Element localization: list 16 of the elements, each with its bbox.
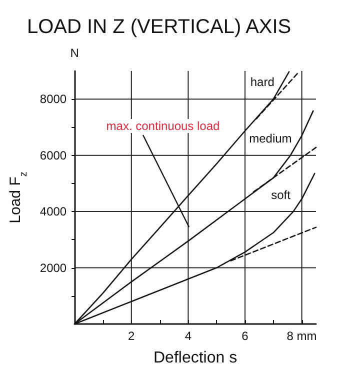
annotation: max. continuous load xyxy=(106,119,220,133)
x-tick-label: 8 mm xyxy=(286,329,317,343)
y-tick-label: 2000 xyxy=(40,260,67,275)
y-axis-title: Load Fz xyxy=(7,172,30,224)
x-tick-label: 4 xyxy=(184,329,192,343)
y-tick-label: 4000 xyxy=(40,204,67,219)
y-tick-label: 8000 xyxy=(40,92,67,106)
x-tick-label: 2 xyxy=(128,329,136,343)
x-tick-label: 6 xyxy=(242,329,249,343)
series-label: medium xyxy=(249,131,292,146)
y-tick-label: 6000 xyxy=(40,148,67,162)
series-label: hard xyxy=(250,75,274,90)
chart-title: LOAD IN Z (VERTICAL) AXIS xyxy=(27,16,292,38)
x-axis-title: Deflection s xyxy=(154,350,238,366)
series-label: soft xyxy=(271,188,292,202)
text: N xyxy=(70,46,79,60)
